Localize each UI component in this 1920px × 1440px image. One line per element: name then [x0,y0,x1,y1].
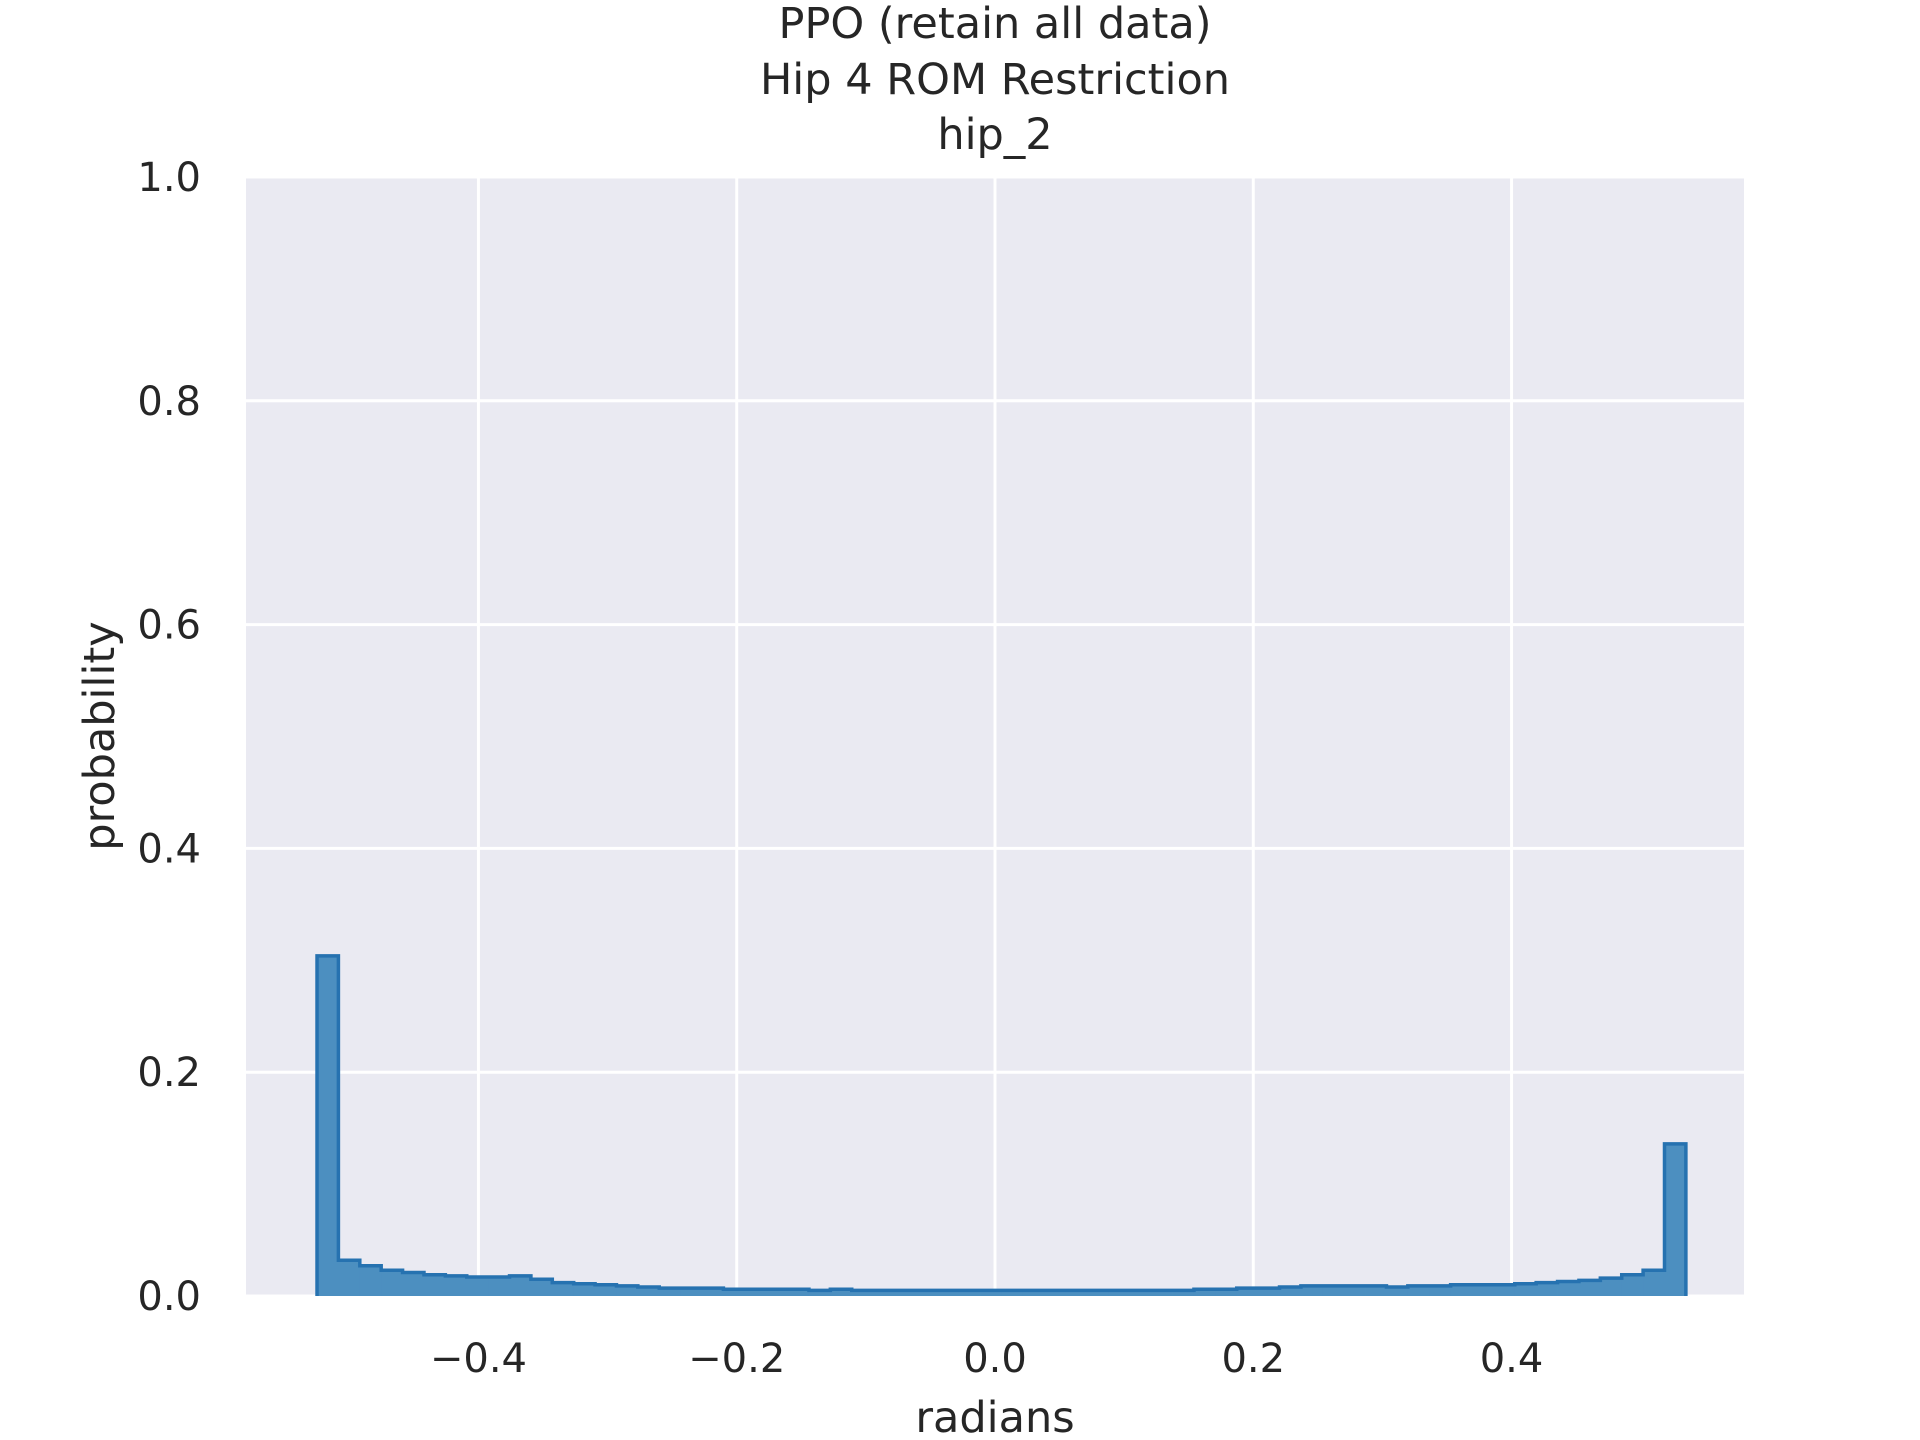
chart-title-line-1: PPO (retain all data) [779,0,1212,49]
histogram-bar [1322,1285,1345,1296]
histogram-bar [637,1287,660,1296]
histogram-bar [1493,1284,1516,1296]
histogram-bar [1621,1274,1644,1296]
histogram-bar [402,1272,425,1296]
histogram-bar [1300,1285,1323,1296]
histogram-bar [851,1290,874,1296]
histogram-bar [1065,1290,1088,1296]
histogram-bar [1365,1285,1387,1296]
histogram-bar [1450,1284,1473,1296]
histogram-bar [980,1290,1002,1296]
histogram-bar [1600,1278,1623,1296]
x-tick-label: −0.2 [688,1336,785,1382]
histogram-bar [423,1274,446,1296]
histogram-bar [1193,1289,1216,1296]
histogram-bar [466,1276,489,1296]
histogram-bar [1215,1289,1238,1296]
x-tick-label: 0.2 [1221,1336,1285,1382]
histogram-bar [680,1288,703,1296]
histogram-bar [723,1289,746,1296]
histogram-bar [1557,1281,1580,1296]
y-tick-label: 0.4 [137,826,201,872]
x-tick-label: 0.4 [1480,1336,1544,1382]
histogram-bar [1386,1287,1409,1296]
histogram-bar [1258,1288,1280,1296]
histogram-bar [317,955,339,1296]
histogram-bar [1001,1290,1024,1296]
histogram-bar [808,1290,831,1296]
histogram-bar [915,1290,938,1296]
histogram-bar [381,1270,403,1296]
histogram-bar [787,1289,810,1296]
histogram-bar [702,1288,724,1296]
histogram-bar [552,1282,575,1296]
y-tick-label: 0.0 [137,1274,201,1320]
histogram-bar [873,1290,895,1296]
x-tick-label: 0.0 [963,1336,1027,1382]
x-axis-label: radians [915,1393,1074,1440]
histogram-bar [1407,1285,1430,1296]
histogram-bar [488,1276,510,1296]
histogram-bar [445,1275,468,1296]
histogram-bar [1578,1280,1601,1296]
y-tick-label: 0.6 [137,603,201,649]
histogram-bar [744,1289,767,1296]
histogram-bar [509,1275,532,1296]
histogram-bar [937,1290,960,1296]
grid-lines [246,175,1744,1298]
histogram-bar [1429,1285,1452,1296]
histogram-bar [1022,1290,1045,1296]
y-axis-label: probability [75,621,125,850]
y-tick-labels: 0.0 0.2 0.4 0.6 0.8 1.0 [137,155,201,1320]
histogram-bar [1151,1290,1173,1296]
x-tick-label: −0.4 [430,1336,527,1382]
chart-title-line-2: Hip 4 ROM Restriction [760,55,1230,105]
histogram-outline [315,954,1688,1296]
histogram-bar [1643,1270,1665,1296]
histogram-bars [315,954,1688,1296]
histogram-bar [338,1260,361,1296]
histogram-bar [766,1289,788,1296]
histogram-bar [1343,1285,1366,1296]
x-tick-labels: −0.4 −0.2 0.0 0.2 0.4 [430,1336,1543,1382]
histogram-bar [1108,1290,1131,1296]
histogram-bar [1279,1287,1302,1296]
histogram-bar [1172,1290,1195,1296]
y-tick-label: 0.8 [137,379,201,425]
histogram-bar [616,1285,639,1296]
histogram-bar [830,1289,853,1296]
y-tick-label: 1.0 [137,155,201,201]
histogram-bar [595,1284,617,1296]
chart-title-line-3: hip_2 [937,110,1052,160]
histogram-bar [530,1279,553,1296]
histogram-bar [1536,1282,1558,1296]
histogram-bar [1044,1290,1067,1296]
histogram-bar [1664,1143,1687,1296]
y-tick-label: 0.2 [137,1050,201,1096]
histogram-bar [1087,1290,1109,1296]
histogram-bar [1514,1283,1537,1296]
histogram-bar [659,1288,682,1296]
histogram-bar [573,1283,596,1296]
histogram-bar [1129,1290,1152,1296]
histogram-bar [958,1290,981,1296]
histogram-bar [359,1265,382,1296]
histogram-bar [1472,1284,1494,1296]
histogram-bar [1236,1288,1259,1296]
histogram-bar [894,1290,917,1296]
